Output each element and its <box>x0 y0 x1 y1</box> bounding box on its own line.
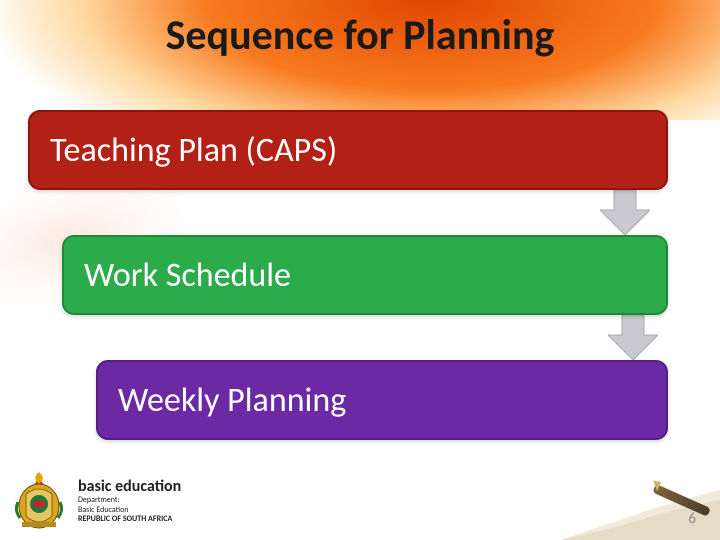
arrow-down-icon <box>608 315 658 360</box>
pen-corner-icon <box>560 460 720 540</box>
sequence-box-2: Work Schedule <box>62 235 668 315</box>
sequence-box-1: Teaching Plan (CAPS) <box>28 110 668 190</box>
sequence-box-2-label: Work Schedule <box>84 255 291 296</box>
sequence-box-3: Weekly Planning <box>96 360 668 440</box>
footer-logo-line3: REPUBLIC OF SOUTH AFRICA <box>78 515 181 525</box>
slide: Sequence for Planning Teaching Plan (CAP… <box>0 0 720 540</box>
footer-logo-text: basic education Department: Basic Educat… <box>78 477 181 525</box>
sequence-box-1-label: Teaching Plan (CAPS) <box>50 130 337 171</box>
footer-logo-main: basic education <box>78 477 181 496</box>
coat-of-arms-icon <box>10 470 68 532</box>
arrow-down-icon <box>600 190 650 235</box>
sequence-box-3-label: Weekly Planning <box>118 380 346 421</box>
page-number: 6 <box>688 510 696 528</box>
footer-logo: basic education Department: Basic Educat… <box>10 470 181 532</box>
slide-title: Sequence for Planning <box>0 10 720 61</box>
